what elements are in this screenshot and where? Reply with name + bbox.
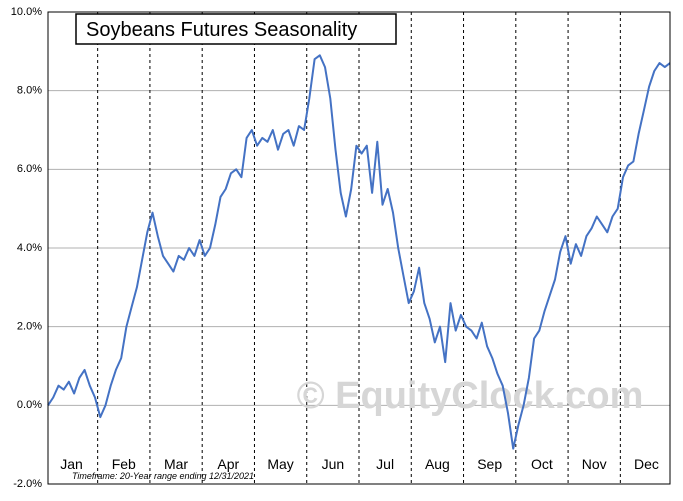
y-tick-label: -2.0% bbox=[13, 478, 42, 490]
x-tick-label: Jan bbox=[60, 456, 83, 472]
x-tick-label: Jun bbox=[322, 456, 345, 472]
x-tick-label: Feb bbox=[112, 456, 136, 472]
x-tick-label: Apr bbox=[217, 456, 239, 472]
x-tick-label: May bbox=[267, 456, 293, 472]
x-tick-label: Oct bbox=[531, 456, 553, 472]
y-tick-label: 4.0% bbox=[17, 242, 42, 254]
x-tick-label: Nov bbox=[582, 456, 607, 472]
x-tick-label: Aug bbox=[425, 456, 450, 472]
plot-frame bbox=[47, 11, 671, 485]
y-tick-label: 10.0% bbox=[11, 6, 42, 18]
plot bbox=[47, 54, 671, 450]
footnote: Timeframe: 20-Year range ending 12/31/20… bbox=[72, 471, 254, 481]
y-tick-label: 2.0% bbox=[17, 321, 42, 333]
y-tick-label: 6.0% bbox=[17, 163, 42, 175]
chart-title: Soybeans Futures Seasonality bbox=[86, 19, 357, 41]
x-tick-label: Sep bbox=[477, 456, 502, 472]
x-tick-label: Jul bbox=[376, 456, 394, 472]
title-box bbox=[75, 13, 397, 45]
x-tick-label: Dec bbox=[634, 456, 659, 472]
series-line bbox=[47, 54, 671, 450]
x-tick-label: Mar bbox=[164, 456, 188, 472]
y-tick-label: 8.0% bbox=[17, 85, 42, 97]
y-tick-label: 0.0% bbox=[17, 399, 42, 411]
watermark: © EquityClock.com bbox=[297, 375, 644, 417]
